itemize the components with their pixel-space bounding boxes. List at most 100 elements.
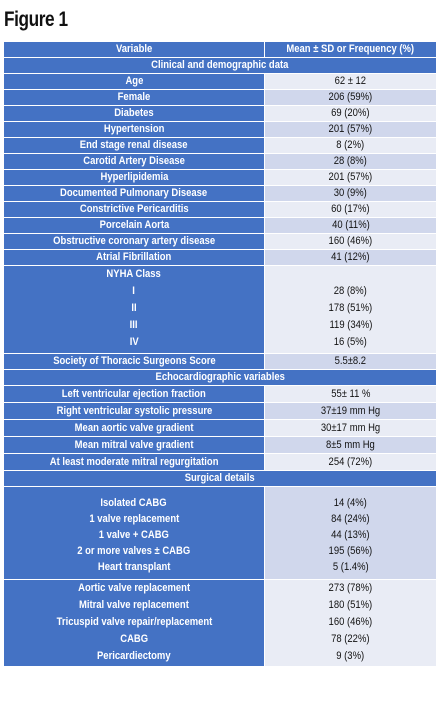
group-label: IV — [129, 336, 139, 349]
group-label: Heart transplant — [97, 560, 171, 573]
group-value: 28 (8%) — [333, 285, 368, 298]
variable-value: 8±5 mm Hg — [265, 437, 436, 453]
table-row: Female 206 (59%) — [4, 90, 436, 105]
table-header-row: Variable Mean ± SD or Frequency (%) — [4, 42, 436, 57]
group-value: 14 (4%) — [333, 496, 368, 509]
section-label: Echocardiographic variables — [4, 370, 436, 385]
header-value: Mean ± SD or Frequency (%) — [265, 42, 436, 57]
group-value: 119 (34%) — [329, 319, 372, 332]
group-labels: NYHA Class I II III IV — [4, 266, 264, 353]
variable-value: 201 (57%) — [265, 122, 436, 137]
variable-value: 60 (17%) — [265, 202, 436, 217]
variable-label: Atrial Fibrillation — [4, 250, 264, 265]
variable-value: 69 (20%) — [265, 106, 436, 121]
group-label: Mitral valve replacement — [79, 599, 189, 612]
group-value: 273 (78%) — [328, 582, 373, 595]
table-group-row: NYHA Class I II III IV 28 (8%) 178 (51%) 119 (3… — [4, 266, 436, 353]
table-group-row: Isolated CABG 1 valve replacement 1 valve … — [4, 487, 436, 579]
variable-value: 40 (11%) — [265, 218, 436, 233]
group-value: 195 (56%) — [328, 544, 373, 557]
table-row: Left ventricular ejection fraction 55± 11… — [4, 386, 436, 402]
table-section-row: Echocardiographic variables — [4, 370, 436, 385]
table-row: Mean aortic valve gradient 30±17 mm Hg — [4, 420, 436, 436]
group-value: 9 (3%) — [336, 650, 365, 663]
group-label: 2 or more valves ± CABG — [77, 544, 191, 557]
variable-value: 160 (46%) — [265, 234, 436, 249]
variable-value: 201 (57%) — [265, 170, 436, 185]
group-values: 14 (4%) 84 (24%) 44 (13%) 195 (56%) 5 (1.4%) — [265, 487, 436, 579]
group-label: III — [130, 319, 138, 332]
variable-label: Constrictive Pericarditis — [4, 202, 264, 217]
header-variable: Variable — [4, 42, 264, 57]
group-label: 1 valve replacement — [89, 512, 179, 525]
table-row: At least moderate mitral regurgitation 25… — [4, 454, 436, 470]
group-values: 273 (78%) 180 (51%) 160 (46%) 78 (22%) 9 (3%… — [265, 580, 436, 666]
table-row: Constrictive Pericarditis 60 (17%) — [4, 202, 436, 217]
group-label: I — [132, 285, 136, 298]
table-section-row: Clinical and demographic data — [4, 58, 436, 73]
variable-label: Mean mitral valve gradient — [4, 437, 264, 453]
table-row: Documented Pulmonary Disease 30 (9%) — [4, 186, 436, 201]
variable-value: 28 (8%) — [265, 154, 436, 169]
variable-label: Age — [4, 74, 264, 89]
variable-label: Hypertension — [4, 122, 264, 137]
variable-value: 37±19 mm Hg — [265, 403, 436, 419]
group-labels: Aortic valve replacement Mitral valve rep… — [4, 580, 264, 666]
table-group-row: Aortic valve replacement Mitral valve rep… — [4, 580, 436, 666]
group-label: II — [131, 302, 137, 315]
table-row: Obstructive coronary artery disease 160 (… — [4, 234, 436, 249]
group-label: NYHA Class — [106, 268, 162, 281]
variable-label: Female — [4, 90, 264, 105]
variable-label: Carotid Artery Disease — [4, 154, 264, 169]
variable-label: Documented Pulmonary Disease — [4, 186, 264, 201]
group-label: Pericardiectomy — [97, 650, 171, 663]
group-label: Aortic valve replacement — [77, 582, 190, 595]
variable-label: Hyperlipidemia — [4, 170, 264, 185]
variable-value: 30±17 mm Hg — [265, 420, 436, 436]
variable-value: 30 (9%) — [265, 186, 436, 201]
group-labels: Isolated CABG 1 valve replacement 1 valve … — [4, 487, 264, 579]
group-label: CABG — [120, 633, 148, 646]
group-label: Tricuspid valve repair/replacement — [56, 616, 212, 629]
variable-label: Obstructive coronary artery disease — [4, 234, 264, 249]
group-value: 78 (22%) — [331, 633, 370, 646]
variable-label: At least moderate mitral regurgitation — [4, 454, 264, 470]
table-row: Atrial Fibrillation 41 (12%) — [4, 250, 436, 265]
variable-label: Diabetes — [4, 106, 264, 121]
variable-value: 55± 11 % — [265, 386, 436, 402]
group-label: Isolated CABG — [100, 496, 168, 509]
table-row: Diabetes 69 (20%) — [4, 106, 436, 121]
variable-label: Left ventricular ejection fraction — [4, 386, 264, 402]
variable-value: 254 (72%) — [265, 454, 436, 470]
group-values: 28 (8%) 178 (51%) 119 (34%) 16 (5%) — [265, 266, 436, 353]
variable-label: Right ventricular systolic pressure — [4, 403, 264, 419]
characteristics-table: Variable Mean ± SD or Frequency (%) Clin… — [4, 42, 436, 666]
figure-title: Figure 1 — [4, 8, 68, 31]
variable-label: End stage renal disease — [4, 138, 264, 153]
variable-value: 8 (2%) — [265, 138, 436, 153]
table-row: Hyperlipidemia 201 (57%) — [4, 170, 436, 185]
section-label: Clinical and demographic data — [4, 58, 436, 73]
table-row: Carotid Artery Disease 28 (8%) — [4, 154, 436, 169]
group-value: 178 (51%) — [328, 302, 373, 315]
table-row: End stage renal disease 8 (2%) — [4, 138, 436, 153]
group-value: 44 (13%) — [331, 528, 370, 541]
table-section-row: Surgical details — [4, 471, 436, 486]
table-row: Porcelain Aorta 40 (11%) — [4, 218, 436, 233]
variable-value: 41 (12%) — [265, 250, 436, 265]
variable-value: 5.5±8.2 — [265, 354, 436, 369]
variable-value: 62 ± 12 — [265, 74, 436, 89]
group-value: 84 (24%) — [331, 512, 370, 525]
variable-label: Porcelain Aorta — [4, 218, 264, 233]
variable-value: 206 (59%) — [265, 90, 436, 105]
group-value: 160 (46%) — [328, 616, 373, 629]
variable-label: Mean aortic valve gradient — [4, 420, 264, 436]
variable-label: Society of Thoracic Surgeons Score — [4, 354, 264, 369]
table-row: Right ventricular systolic pressure 37±19… — [4, 403, 436, 419]
table-row: Hypertension 201 (57%) — [4, 122, 436, 137]
table-row: Mean mitral valve gradient 8±5 mm Hg — [4, 437, 436, 453]
table-row: Society of Thoracic Surgeons Score 5.5±8.… — [4, 354, 436, 369]
group-value: 180 (51%) — [328, 599, 373, 612]
group-label: 1 valve + CABG — [98, 528, 170, 541]
group-value: 5 (1.4%) — [332, 560, 369, 573]
